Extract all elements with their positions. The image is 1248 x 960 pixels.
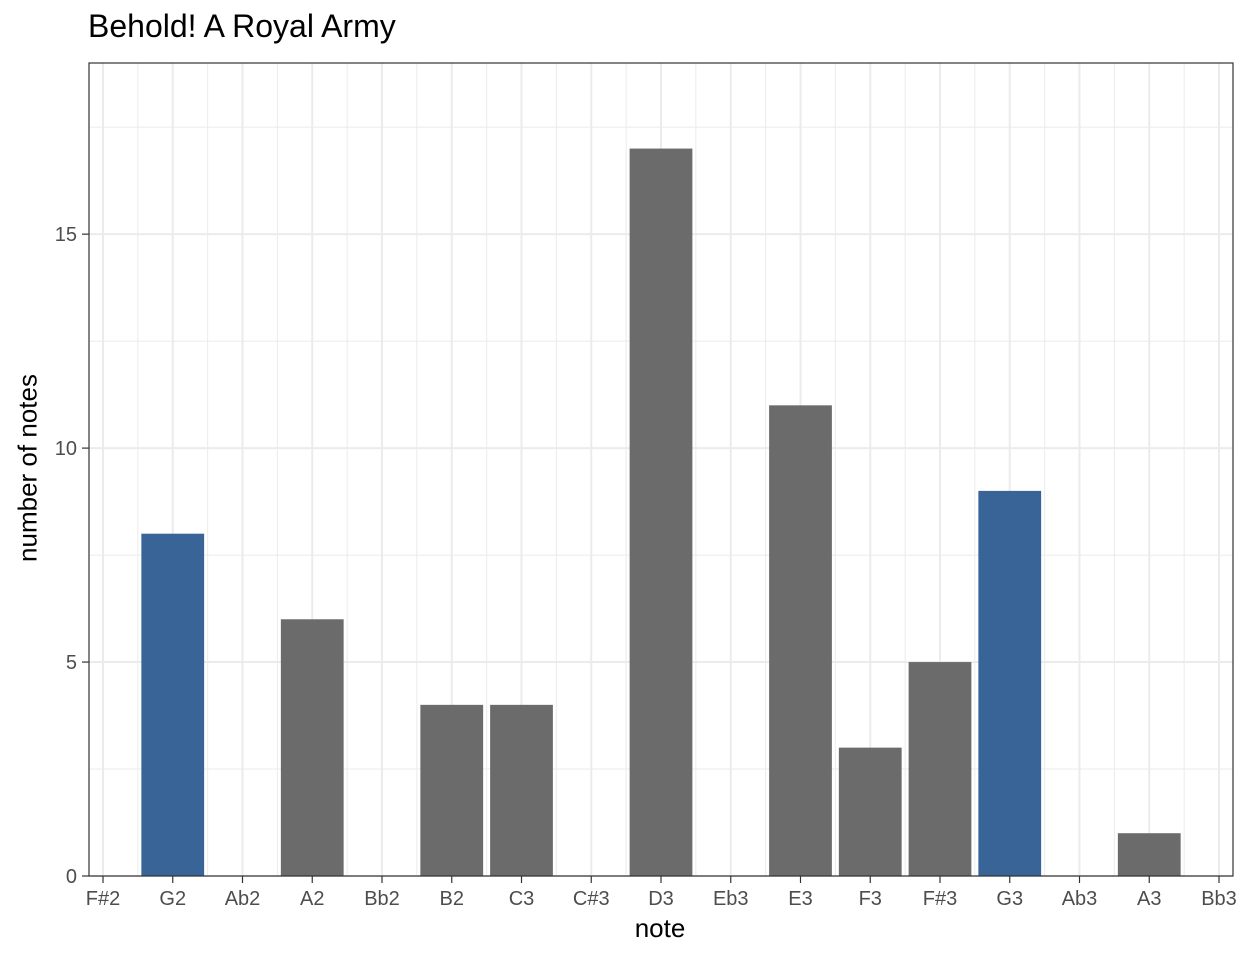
y-tick-label: 5 xyxy=(66,652,77,674)
bar-A2 xyxy=(280,619,344,876)
bar-G3 xyxy=(978,490,1042,876)
x-tick-label: D3 xyxy=(648,888,674,910)
x-tick-label: F#2 xyxy=(86,888,120,910)
bar-B2 xyxy=(420,704,484,876)
y-tick-label: 10 xyxy=(55,438,77,460)
bar-F#3 xyxy=(908,662,972,876)
x-tick-label: A2 xyxy=(300,888,324,910)
bar-G2 xyxy=(141,533,205,876)
y-tick-label: 15 xyxy=(55,224,77,246)
bar-C3 xyxy=(490,704,553,876)
x-tick-label: C#3 xyxy=(573,888,610,910)
x-tick-label: A3 xyxy=(1137,888,1161,910)
x-tick-label: Eb3 xyxy=(713,888,749,910)
x-tick-label: Ab3 xyxy=(1062,888,1098,910)
x-tick-label: B2 xyxy=(440,888,464,910)
x-tick-label: Bb3 xyxy=(1201,888,1237,910)
bar-D3 xyxy=(629,148,693,876)
x-tick-label: C3 xyxy=(509,888,535,910)
axis-ticks: 0 5 10 15 F#2 G2 Ab2 A2 Bb2 B2 C3 C#3 D3 Eb3 E3 F3 F#3 G3… xyxy=(55,224,1237,910)
bar-A3 xyxy=(1117,833,1181,876)
y-tick-label: 0 xyxy=(66,866,77,888)
x-tick-label: F#3 xyxy=(923,888,957,910)
x-tick-label: E3 xyxy=(788,888,812,910)
bar-E3 xyxy=(769,405,832,876)
chart-title: Behold! A Royal Army xyxy=(88,8,396,44)
x-tick-label: Ab2 xyxy=(225,888,261,910)
x-tick-label: Bb2 xyxy=(364,888,400,910)
bar-F3 xyxy=(838,747,902,876)
bars xyxy=(141,148,1181,876)
grid-lines xyxy=(89,63,1233,877)
x-tick-label: G2 xyxy=(159,888,186,910)
x-tick-label: G3 xyxy=(996,888,1023,910)
x-tick-label: F3 xyxy=(859,888,882,910)
x-axis-title: note xyxy=(634,913,686,943)
y-axis-title: number of notes xyxy=(12,374,43,562)
